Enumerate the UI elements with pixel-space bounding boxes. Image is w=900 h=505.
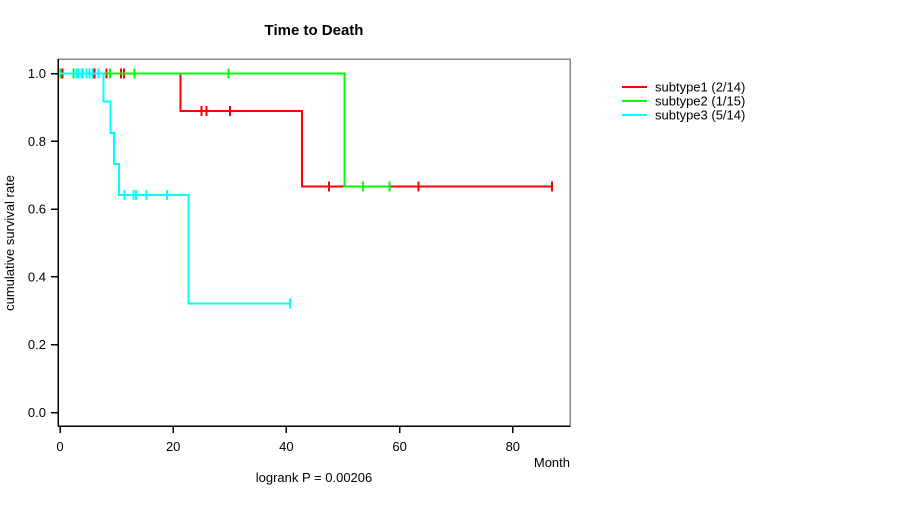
legend-label-subtype1: subtype1 (2/14): [655, 80, 745, 95]
x-tick-label: 60: [392, 439, 406, 454]
curve-subtype3: [60, 72, 290, 305]
x-tick-label: 40: [279, 439, 293, 454]
y-tick-label: 1.0: [28, 66, 46, 81]
curve-subtype1: [60, 72, 552, 188]
y-axis-label: cumulative survival rate: [2, 175, 17, 311]
legend-label-subtype2: subtype2 (1/15): [655, 94, 745, 109]
x-tick-label: 80: [506, 439, 520, 454]
x-tick-label: 0: [56, 439, 63, 454]
curve-subtype2: [60, 72, 390, 188]
y-tick-label: 0.6: [28, 202, 46, 217]
pvalue-footnote: logrank P = 0.00206: [256, 470, 373, 485]
plot-box: [57, 58, 571, 427]
y-tick-label: 0.8: [28, 134, 46, 149]
y-tick-label: 0.4: [28, 269, 46, 284]
y-tick-label: 0.2: [28, 337, 46, 352]
chart-title: Time to Death: [265, 22, 364, 39]
y-tick-label: 0.0: [28, 405, 46, 420]
x-axis-label: Month: [534, 455, 570, 470]
x-tick-label: 20: [166, 439, 180, 454]
legend-label-subtype3: subtype3 (5/14): [655, 108, 745, 123]
